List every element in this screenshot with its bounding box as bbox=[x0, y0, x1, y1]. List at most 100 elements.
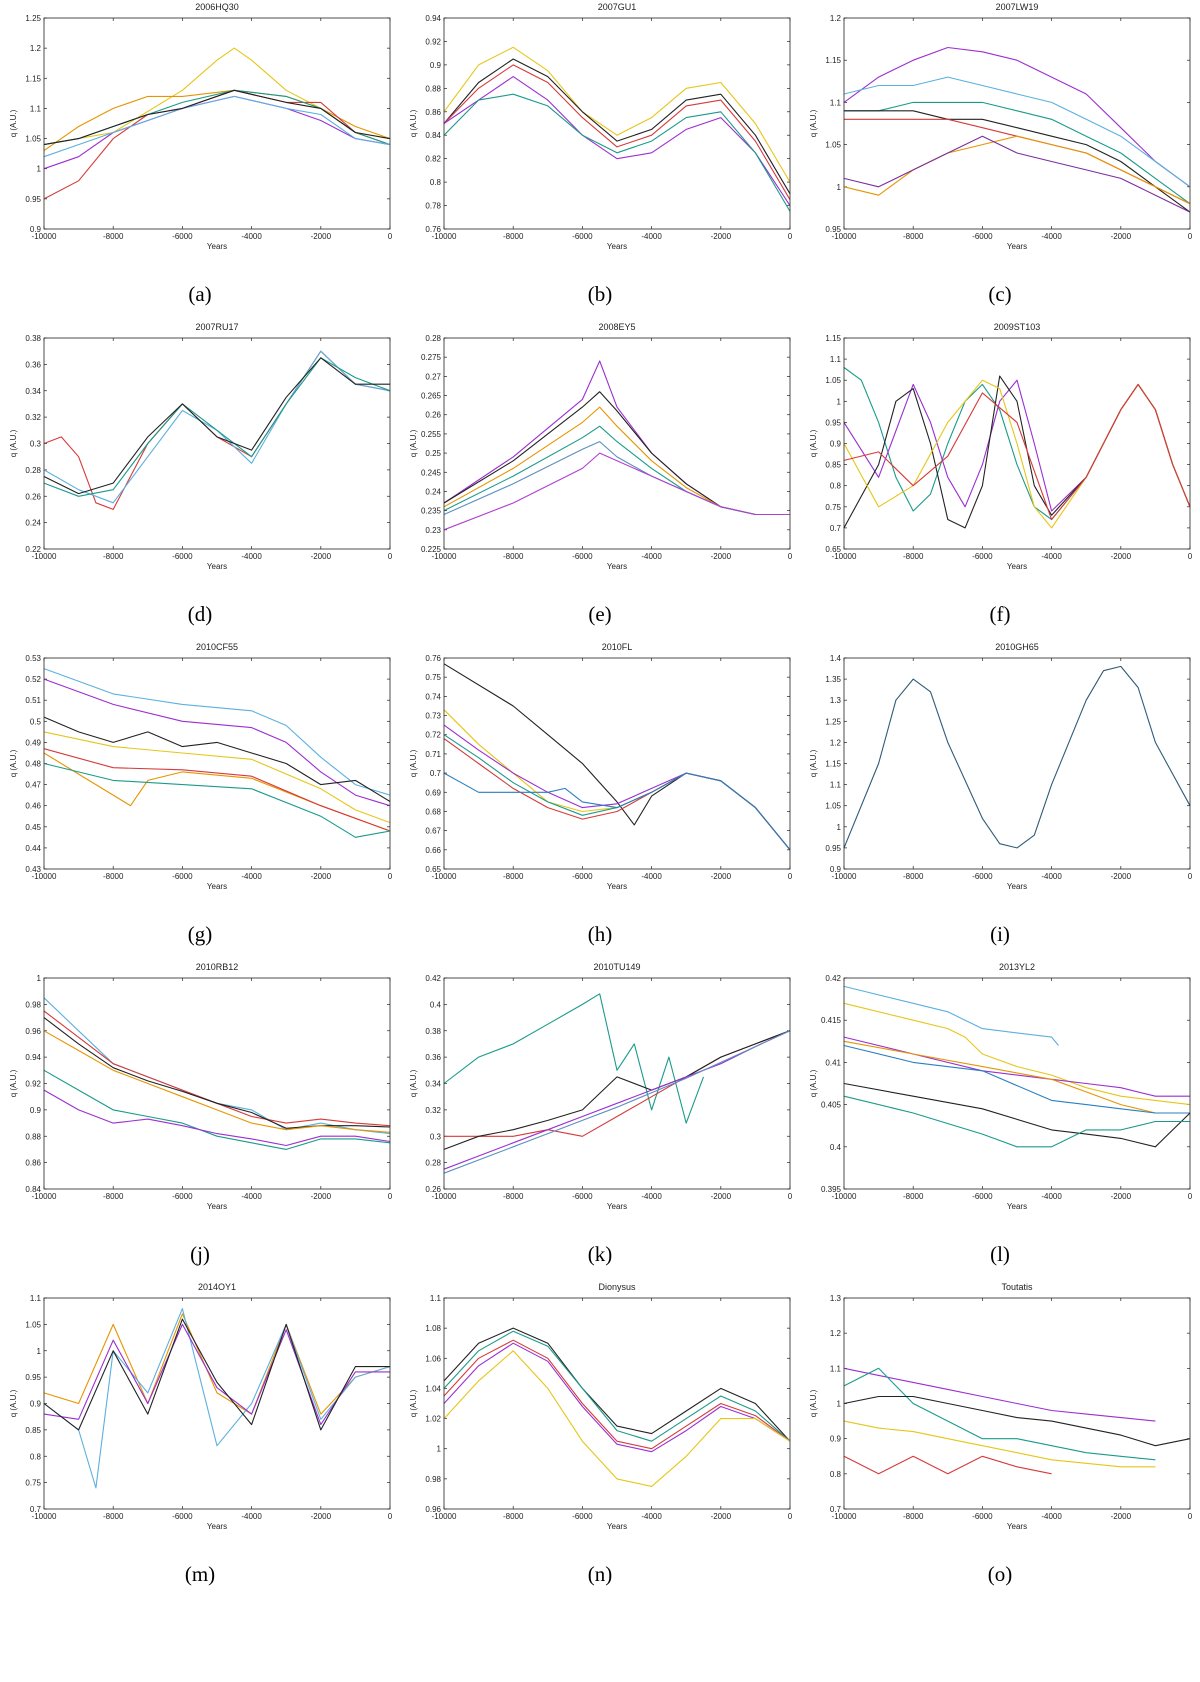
y-tick-label: 0.73 bbox=[425, 712, 441, 721]
chart-svg-f: 2009ST103 0.65 0.7 0.75 0.8 0.85 0.9 0.95 1 1.05 1… bbox=[809, 322, 1193, 571]
x-axis-label: Years bbox=[1007, 882, 1027, 891]
x-tick-label: -6000 bbox=[972, 872, 993, 881]
chart-title: 2009ST103 bbox=[994, 322, 1041, 332]
y-tick-label: 0.25 bbox=[425, 449, 441, 458]
series-line-3 bbox=[843, 1040, 1190, 1114]
plot-frame bbox=[43, 17, 391, 230]
y-tick-label: 0.395 bbox=[821, 1185, 842, 1194]
y-tick-label: 1.4 bbox=[830, 654, 842, 663]
y-tick-label: 0.4 bbox=[430, 1000, 442, 1009]
y-tick-label: 1.3 bbox=[830, 1294, 842, 1303]
panel-caption: (n) bbox=[587, 1562, 613, 1586]
y-tick-label: 1.04 bbox=[425, 1384, 441, 1393]
y-tick-label: 0.76 bbox=[425, 225, 441, 234]
plot-frame bbox=[843, 17, 1191, 230]
y-tick-label: 0.3 bbox=[430, 1132, 442, 1141]
chart-title: 2007RU17 bbox=[195, 322, 238, 332]
series-line-0 bbox=[43, 997, 391, 1135]
y-tick-label: 0.22 bbox=[25, 545, 41, 554]
series-line-4 bbox=[43, 752, 391, 832]
y-tick-label: 0.405 bbox=[821, 1101, 842, 1110]
x-tick-label: -6000 bbox=[572, 552, 593, 561]
x-tick-label: -2000 bbox=[711, 232, 732, 241]
y-tick-label: 0.7 bbox=[30, 1505, 42, 1514]
panel-caption: (c) bbox=[988, 282, 1012, 306]
plot-frame bbox=[43, 337, 391, 550]
y-tick-label: 0.28 bbox=[425, 1159, 441, 1168]
x-tick-label: -10000 bbox=[832, 1192, 857, 1201]
x-tick-label: -6000 bbox=[572, 232, 593, 241]
y-tick-label: 0.85 bbox=[825, 461, 841, 470]
y-tick-label: 0.84 bbox=[425, 131, 441, 140]
x-tick-label: -8000 bbox=[503, 552, 524, 561]
y-tick-label: 0.69 bbox=[425, 788, 441, 797]
x-tick-label: -2000 bbox=[1111, 232, 1132, 241]
x-tick-label: 0 bbox=[788, 552, 793, 561]
y-tick-label: 0.95 bbox=[25, 195, 41, 204]
y-tick-label: 1.05 bbox=[825, 376, 841, 385]
x-tick-label: -4000 bbox=[641, 232, 662, 241]
y-tick-label: 1.35 bbox=[825, 675, 841, 684]
plot-frame bbox=[843, 1297, 1191, 1510]
x-axis-label: Years bbox=[207, 882, 227, 891]
x-tick-label: -8000 bbox=[503, 232, 524, 241]
x-tick-label: 0 bbox=[1188, 872, 1193, 881]
y-axis-label: q (A.U.) bbox=[9, 429, 18, 457]
x-tick-label: -10000 bbox=[32, 232, 57, 241]
panel-caption: (m) bbox=[184, 1562, 216, 1586]
x-tick-label: -2000 bbox=[1111, 552, 1132, 561]
chart-panel-n: Dionysus 0.96 0.98 1 1.02 1.04 1.06 1.08 1.1 -100… bbox=[400, 1280, 800, 1616]
series-line-0 bbox=[843, 1367, 1156, 1422]
y-tick-label: 0.255 bbox=[421, 430, 442, 439]
y-tick-label: 0.26 bbox=[425, 411, 441, 420]
series-line-1 bbox=[43, 1308, 391, 1489]
y-tick-label: 1.1 bbox=[830, 781, 842, 790]
y-tick-label: 0.9 bbox=[830, 440, 842, 449]
chart-panel-h: 2010FL 0.65 0.66 0.67 0.68 0.69 0.7 0.71 0.72 0.7… bbox=[400, 640, 800, 976]
y-tick-label: 1.1 bbox=[830, 98, 842, 107]
x-tick-label: -8000 bbox=[903, 872, 924, 881]
x-tick-label: 0 bbox=[388, 872, 393, 881]
chart-panel-d: 2007RU17 0.22 0.24 0.26 0.28 0.3 0.32 0.34 0.36 0… bbox=[0, 320, 400, 656]
y-tick-label: 0.48 bbox=[25, 760, 41, 769]
plot-frame bbox=[43, 657, 391, 870]
y-tick-label: 0.32 bbox=[25, 413, 41, 422]
series-line-3 bbox=[43, 1030, 391, 1133]
chart-panel-o: Toutatis 0.7 0.8 0.9 1 1.1 1.2 1.3 -10000 -8000 -6… bbox=[800, 1280, 1200, 1616]
panel-caption: (i) bbox=[990, 922, 1010, 946]
y-tick-label: 1 bbox=[837, 1400, 842, 1409]
y-tick-label: 1.15 bbox=[25, 74, 41, 83]
y-tick-label: 0.96 bbox=[425, 1505, 441, 1514]
y-tick-label: 0.9 bbox=[30, 1106, 42, 1115]
series-line-1 bbox=[843, 1002, 1191, 1106]
series-line-3 bbox=[844, 110, 1191, 213]
y-tick-label: 0.5 bbox=[30, 717, 42, 726]
series-line-2 bbox=[43, 357, 391, 497]
panel-caption: (k) bbox=[587, 1242, 613, 1266]
y-tick-label: 0.7 bbox=[430, 769, 442, 778]
x-tick-label: -10000 bbox=[432, 552, 457, 561]
y-tick-label: 0.28 bbox=[425, 334, 441, 343]
chart-title: 2007LW19 bbox=[996, 2, 1039, 12]
y-tick-label: 0.34 bbox=[425, 1080, 441, 1089]
chart-title: 2007GU1 bbox=[598, 2, 637, 12]
y-tick-label: 0.42 bbox=[825, 974, 841, 983]
series-line-3 bbox=[443, 1030, 791, 1170]
series-line-5 bbox=[443, 452, 790, 531]
y-axis-label: q (A.U.) bbox=[9, 109, 18, 137]
y-axis-label: q (A.U.) bbox=[409, 109, 418, 137]
x-tick-label: -4000 bbox=[1041, 872, 1062, 881]
series-line-2 bbox=[43, 716, 391, 802]
x-tick-label: -4000 bbox=[641, 552, 662, 561]
series-line-1 bbox=[443, 58, 791, 195]
x-tick-label: -8000 bbox=[503, 872, 524, 881]
y-tick-label: 1.15 bbox=[825, 334, 841, 343]
y-tick-label: 0.75 bbox=[825, 503, 841, 512]
series-line-1 bbox=[43, 350, 391, 504]
x-tick-label: -10000 bbox=[432, 232, 457, 241]
y-tick-label: 0.46 bbox=[25, 802, 41, 811]
panel-caption: (b) bbox=[587, 282, 613, 306]
y-axis-label: q (A.U.) bbox=[9, 1389, 18, 1417]
series-line-3 bbox=[843, 1455, 1052, 1475]
